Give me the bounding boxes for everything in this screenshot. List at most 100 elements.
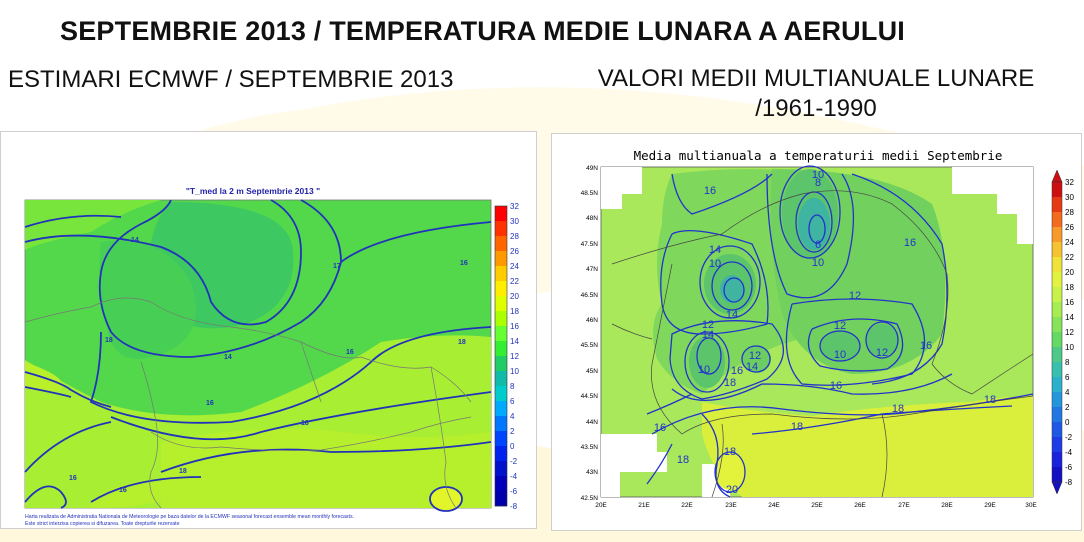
colorbar-swatch [495,371,507,387]
contour-label: 16 [920,340,932,352]
colorbar-label: -4 [510,472,518,481]
colorbar-label: 8 [1065,358,1070,367]
ecmwf-map-svg: "T_med la 2 m Septembrie 2013 " [24,186,519,527]
climatology-borders [611,190,1034,498]
contour-label: 18 [984,394,996,406]
colorbar-label: -6 [1065,463,1073,472]
colorbar-label: 14 [1065,313,1074,322]
contour-label: 18 [458,339,466,346]
colorbar-label: 26 [1065,223,1074,232]
colorbar-swatch [1052,227,1062,243]
contour-label: 10 [834,349,846,361]
colorbar-swatch [495,221,507,237]
contour-label: 14 [224,354,232,361]
lat-label: 43.5N [581,444,599,451]
colorbar-swatch [495,311,507,327]
contour-label: 20 [726,484,738,496]
colorbar-swatch [1052,182,1062,198]
colorbar-swatch [1052,392,1062,408]
contour-label: 18 [105,337,113,344]
contour-label: 8 [815,177,821,189]
colorbar-swatch [495,326,507,342]
lat-label: 43N [586,469,598,476]
colorbar-label: 10 [1065,343,1074,352]
colorbar-swatch [1052,407,1062,423]
colorbar-label: 6 [510,397,515,406]
colorbar-label: 2 [510,427,515,436]
colorbar-label: 4 [1065,388,1070,397]
colorbar-label: 22 [1065,253,1074,262]
contour-label: 14 [709,244,721,256]
colorbar-frame [1051,181,1063,483]
contour-label: 18 [724,446,736,458]
colorbar-swatch [1052,362,1062,378]
colorbar-label: 18 [1065,283,1074,292]
lon-label: 25E [811,502,823,509]
colorbar-swatch [495,416,507,432]
colorbar-swatch [1052,452,1062,468]
colorbar-label: 30 [510,217,519,226]
colorbar-swatch [495,251,507,267]
lon-label: 29E [984,502,996,509]
lon-label: 22E [681,502,693,509]
colorbar-label: 6 [1065,373,1070,382]
colorbar-label: -4 [1065,448,1073,457]
contour-label: 14 [131,237,139,244]
colorbar-frame [494,205,508,507]
climatology-map-svg: Media multianuala a temperaturii medii S… [581,148,1075,509]
colorbar-swatch [1052,467,1062,483]
contour-label: 18 [301,420,309,427]
contour-label: 18 [892,403,904,415]
contour-label: 10 [709,258,721,270]
contour-label: 14 [746,361,758,373]
colorbar-swatch [1052,437,1062,453]
colorbar-label: 32 [510,202,519,211]
lon-label: 20E [595,502,607,509]
colorbar-swatch [1052,272,1062,288]
colorbar-label: 28 [1065,208,1074,217]
colorbar-label: 2 [1065,403,1070,412]
lat-label: 45N [586,368,598,375]
contour-label: 18 [677,454,689,466]
climatology-lat-labels: 49N 48.5N 48N 47.5N 47N 46.5N 46N 45.5N … [581,165,599,502]
contour-label: 14 [726,309,738,321]
contour-label: 18 [724,377,736,389]
colorbar-label: 0 [510,442,515,451]
colorbar-label: 24 [1065,238,1074,247]
colorbar-swatch [1052,197,1062,213]
lon-label: 23E [725,502,737,509]
colorbar-swatch [1052,347,1062,363]
colorbar-swatch [1052,422,1062,438]
colorbar-label: 12 [510,352,519,361]
colorbar-label: 26 [510,247,519,256]
contour-label: 12 [749,350,761,362]
colorbar-swatch [495,266,507,282]
colorbar-swatch [1052,212,1062,228]
colorbar-swatch [1052,317,1062,333]
colorbar-label: 16 [1065,298,1074,307]
contour-label: 16 [119,487,127,494]
colorbar-swatch [495,236,507,252]
lon-label: 21E [638,502,650,509]
right-subtitle-line-1: VALORI MEDII MULTIANUALE LUNARE [597,65,1035,92]
lon-label: 24E [768,502,780,509]
lon-label: 27E [898,502,910,509]
contour-label: 12 [849,290,861,302]
colorbar-swatch [1052,377,1062,393]
colorbar-label: 28 [510,232,519,241]
colorbar-label: -8 [510,502,518,511]
lon-label: 28E [941,502,953,509]
lon-label: 26E [854,502,866,509]
colorbar-top-arrow [1051,169,1063,183]
contour-label: 12 [876,347,888,359]
lat-label: 45.5N [581,342,599,349]
contour-label: 6 [815,239,821,251]
contour-label: 18 [179,468,187,475]
lat-label: 44N [586,419,598,426]
contour-label: 16 [731,365,743,377]
colorbar-swatch [495,401,507,417]
contour-label: 16 [206,400,214,407]
right-subtitle: VALORI MEDII MULTIANUALE LUNARE /1961-19… [566,64,1066,124]
colorbar-swatch [495,476,507,492]
